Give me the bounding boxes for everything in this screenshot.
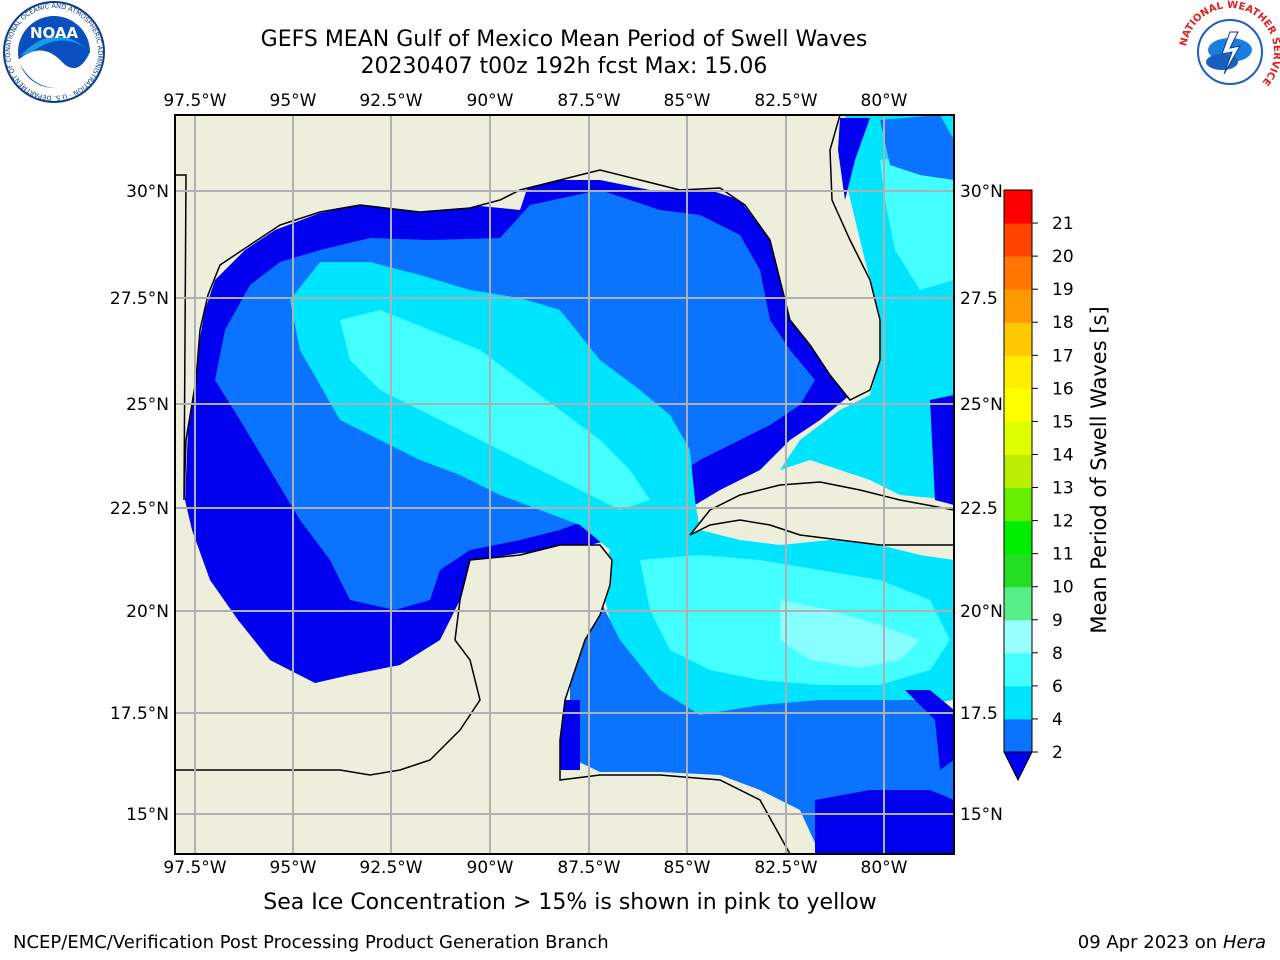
- lon-label-top: 80°W: [861, 91, 908, 111]
- noaa-text: NOAA: [30, 24, 79, 42]
- colorbar-tick-label: 11: [1052, 545, 1074, 565]
- footer-date-text: 09 Apr 2023 on: [1077, 932, 1218, 953]
- colorbar-segment: [1004, 652, 1032, 687]
- colorbar-tick-label: 10: [1052, 578, 1074, 598]
- lat-label-right: 27.5: [960, 289, 998, 309]
- footer-branch: NCEP/EMC/Verification Post Processing Pr…: [13, 932, 609, 953]
- caribbean-medium-blue-area: [570, 600, 954, 854]
- footer-date: 09 Apr 2023 on Hera: [1078, 932, 1266, 953]
- lat-label-left: 30°N: [126, 182, 169, 202]
- colorbar-segment: [1004, 619, 1032, 654]
- colorbar-segment: [1004, 421, 1032, 455]
- top-longitude-labels: 97.5°W 95°W 92.5°W 90°W 87.5°W 85°W 82.5…: [163, 91, 907, 111]
- lat-label-right: 25°N: [960, 395, 1003, 415]
- atlantic-medium-blue-patch: [880, 115, 954, 180]
- chart-title: GEFS MEAN Gulf of Mexico Mean Period of …: [260, 27, 868, 52]
- colorbar-segment: [1004, 223, 1032, 257]
- colorbar-segment: [1004, 190, 1032, 224]
- colorbar-tick-label: 4: [1052, 710, 1063, 730]
- ice-caption: Sea Ice Concentration > 15% is shown in …: [263, 890, 877, 915]
- grid-lines: [175, 115, 954, 854]
- nws-logo: NATIONAL WEATHER SERVICE: [1178, 0, 1280, 102]
- footer-host: Hera: [1222, 932, 1266, 953]
- colorbar-tick-label: 20: [1052, 247, 1074, 267]
- colorbar-tick-label: 21: [1052, 214, 1074, 234]
- lat-label-left: 17.5°N: [110, 704, 169, 724]
- lon-label-top: 95°W: [270, 91, 317, 111]
- lon-label-top: 87.5°W: [557, 91, 620, 111]
- colorbar-segment: [1004, 256, 1032, 290]
- lon-label-bottom: 90°W: [467, 858, 514, 878]
- lon-label-top: 97.5°W: [163, 91, 226, 111]
- lon-label-bottom: 85°W: [664, 858, 711, 878]
- lon-label-top: 90°W: [467, 91, 514, 111]
- lat-label-left: 20°N: [126, 602, 169, 622]
- colorbar-segment: [1004, 388, 1032, 422]
- colorbar-segment: [1004, 718, 1032, 753]
- map-frame: [174, 114, 955, 855]
- lon-label-top: 92.5°W: [359, 91, 422, 111]
- lat-label-right: 20°N: [960, 602, 1003, 622]
- colorbar-segment: [1004, 553, 1032, 588]
- noaa-logo: NATIONAL OCEANIC AND ATMOSPHERIC ADMINIS…: [2, 0, 105, 103]
- florida-land: [175, 115, 881, 501]
- gulf-light-cyan-area: [340, 310, 650, 510]
- lon-label-top: 85°W: [664, 91, 711, 111]
- lat-label-left: 15°N: [126, 805, 169, 825]
- colorbar-segment: [1004, 289, 1032, 323]
- colorbar-tick-label: 9: [1052, 611, 1063, 631]
- lat-label-left: 27.5°N: [110, 289, 169, 309]
- colorbar-segment: [1004, 322, 1032, 356]
- atlantic-light-cyan-area: [880, 150, 954, 290]
- lon-label-bottom: 82.5°W: [754, 858, 817, 878]
- lon-label-bottom: 97.5°W: [163, 858, 226, 878]
- lat-label-right: 22.5: [960, 499, 998, 519]
- chart-subtitle: 20230407 t00z 192h fcst Max: 15.06: [360, 54, 768, 79]
- colorbar-segment: [1004, 355, 1032, 389]
- right-latitude-labels: 30°N 27.5 25°N 22.5 20°N 17.5 15°N: [960, 182, 1003, 825]
- colorbar-segment: [1004, 487, 1032, 522]
- colorbar-tick-label: 12: [1052, 512, 1074, 532]
- colorbar-title: Mean Period of Swell Waves [s]: [1087, 306, 1111, 633]
- left-latitude-labels: 30°N 27.5°N 25°N 22.5°N 20°N 17.5°N 15°N: [110, 182, 169, 825]
- colorbar: 2 4 6 8 9 10 11 12 13 14 15 16 17 18 19 20 21: [1003, 189, 1074, 782]
- colorbar-tick-label: 14: [1052, 445, 1074, 465]
- colorbar-tick-label: 19: [1052, 280, 1074, 300]
- colorbar-tick-label: 6: [1052, 677, 1063, 697]
- colorbar-tick-label: 18: [1052, 313, 1074, 333]
- colorbar-segment: [1004, 520, 1032, 555]
- atlantic-deep-blue-strip: [838, 118, 954, 505]
- lat-label-left: 22.5°N: [110, 499, 169, 519]
- colorbar-tick-label: 15: [1052, 412, 1074, 432]
- colorbar-segment: [1004, 685, 1032, 720]
- colorbar-tick-label: 8: [1052, 644, 1063, 664]
- colorbar-tick-label: 2: [1052, 743, 1063, 763]
- colorbar-segment: [1004, 586, 1032, 621]
- colorbar-frame: [1003, 189, 1033, 753]
- lat-label-right: 30°N: [960, 182, 1003, 202]
- colorbar-tick-label: 16: [1052, 379, 1074, 399]
- bottom-longitude-labels: 97.5°W 95°W 92.5°W 90°W 87.5°W 85°W 82.5…: [163, 858, 907, 878]
- yucatan-land: [175, 544, 791, 854]
- lon-label-bottom: 87.5°W: [557, 858, 620, 878]
- map-plot: [175, 115, 954, 854]
- colorbar-segment: [1004, 454, 1032, 489]
- lon-label-top: 82.5°W: [754, 91, 817, 111]
- lon-label-bottom: 95°W: [270, 858, 317, 878]
- lat-label-right: 17.5: [960, 704, 998, 724]
- colorbar-tick-label: 17: [1052, 346, 1074, 366]
- lon-label-bottom: 80°W: [861, 858, 908, 878]
- colorbar-extend-arrow: [1003, 751, 1033, 782]
- lat-label-right: 15°N: [960, 805, 1003, 825]
- lon-label-bottom: 92.5°W: [359, 858, 422, 878]
- cuba-land: [689, 481, 954, 546]
- colorbar-tick-label: 13: [1052, 479, 1074, 499]
- lat-label-left: 25°N: [126, 395, 169, 415]
